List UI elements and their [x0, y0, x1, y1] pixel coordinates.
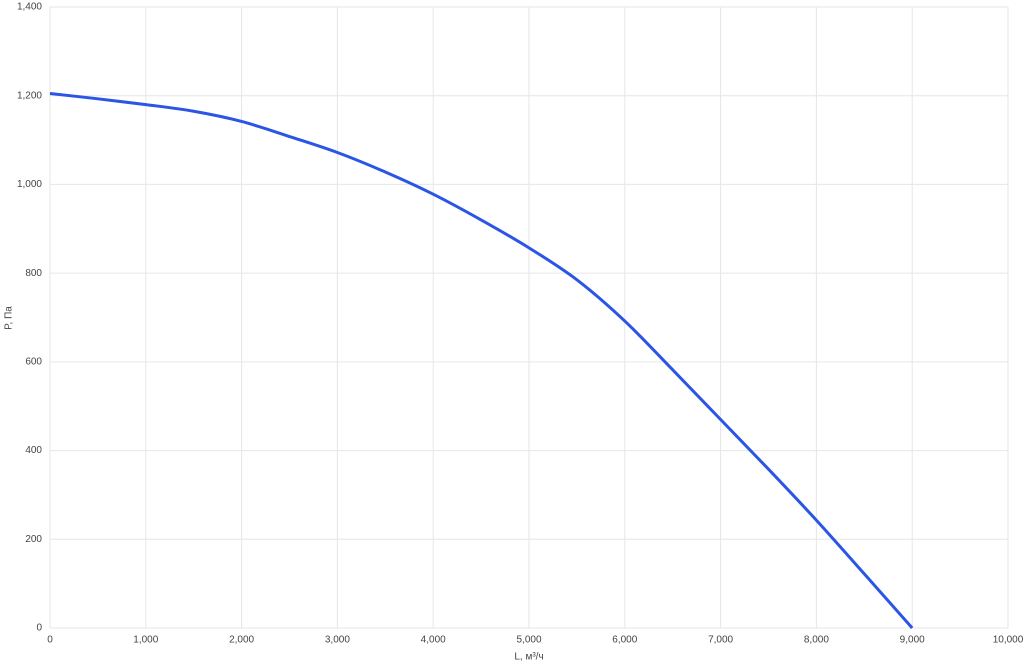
y-tick-label: 600 — [25, 356, 42, 367]
x-tick-label: 7,000 — [708, 635, 733, 646]
x-axis-title: L, м³/ч — [514, 652, 543, 663]
x-tick-label: 6,000 — [612, 635, 637, 646]
x-tick-label: 5,000 — [516, 635, 541, 646]
y-tick-label: 1,200 — [17, 90, 42, 101]
x-tick-label: 4,000 — [421, 635, 446, 646]
x-tick-label: 10,000 — [993, 635, 1024, 646]
x-tick-label: 8,000 — [804, 635, 829, 646]
y-tick-label: 0 — [36, 623, 42, 634]
y-tick-label: 400 — [25, 445, 42, 456]
curve — [49, 92, 914, 629]
y-tick-label: 1,000 — [17, 179, 42, 190]
x-tick-label: 1,000 — [133, 635, 158, 646]
y-tick-label: 1,400 — [17, 2, 42, 13]
x-tick-label: 2,000 — [229, 635, 254, 646]
x-tick-label: 0 — [47, 635, 53, 646]
y-axis-title: P, Па — [4, 306, 15, 330]
x-tick-label: 3,000 — [325, 635, 350, 646]
y-tick-label: 800 — [25, 268, 42, 279]
x-tick-label: 9,000 — [900, 635, 925, 646]
y-tick-label: 200 — [25, 534, 42, 545]
